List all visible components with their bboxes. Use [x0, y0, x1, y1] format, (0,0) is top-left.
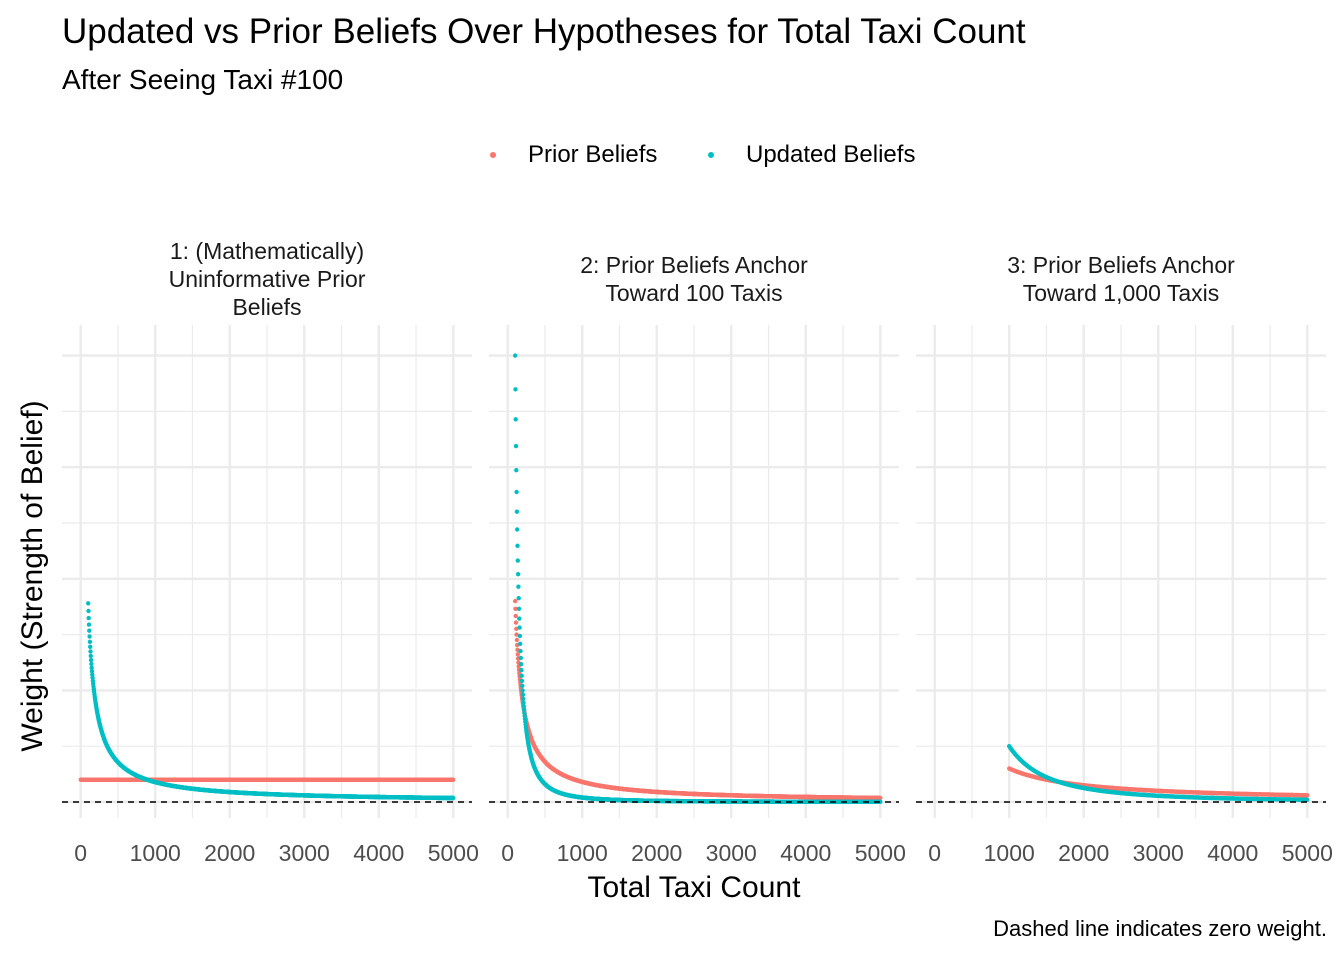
- data-point: [514, 468, 519, 473]
- data-point: [515, 558, 520, 563]
- data-point: [513, 387, 518, 392]
- data-point: [520, 688, 525, 693]
- data-point: [514, 637, 520, 643]
- x-tick-label: 1000: [130, 840, 181, 866]
- data-point: [87, 628, 92, 633]
- data-point: [451, 795, 456, 801]
- x-tick-label: 0: [501, 840, 514, 866]
- x-tick-label: 5000: [428, 840, 479, 866]
- x-tick-label: 2000: [204, 840, 255, 866]
- x-tick-label: 1000: [557, 840, 608, 866]
- legend-label-prior: Prior Beliefs: [528, 141, 658, 168]
- data-point: [513, 443, 519, 449]
- chart-subtitle: After Seeing Taxi #100: [62, 64, 344, 95]
- data-point: [516, 606, 522, 611]
- data-point: [515, 572, 521, 577]
- data-point: [878, 795, 883, 801]
- data-point: [517, 625, 522, 630]
- data-point: [517, 616, 522, 621]
- data-point: [520, 692, 526, 697]
- data-point: [516, 584, 521, 589]
- series-prior: [78, 777, 456, 782]
- data-point: [86, 615, 91, 621]
- data-point: [86, 608, 91, 614]
- data-point: [521, 696, 526, 701]
- data-point: [517, 633, 523, 639]
- chart-title: Updated vs Prior Beliefs Over Hypotheses…: [62, 12, 1026, 51]
- data-point: [518, 655, 523, 661]
- data-point: [516, 596, 521, 601]
- y-axis-title: Weight (Strength of Belief): [16, 400, 49, 751]
- data-point: [513, 613, 518, 619]
- data-point: [89, 661, 94, 667]
- x-tick-label: 4000: [353, 840, 404, 866]
- data-point: [518, 641, 523, 646]
- legend-item-updated: Updated Beliefs: [708, 138, 915, 172]
- series-prior: [513, 598, 883, 801]
- facet-strip-2: 2: Prior Beliefs Anchor Toward 100 Taxis: [580, 252, 808, 306]
- legend-key-prior: [490, 152, 496, 158]
- data-point: [88, 657, 94, 663]
- facet-strip-3: 3: Prior Beliefs Anchor Toward 1,000 Tax…: [1007, 252, 1235, 306]
- x-tick-label: 0: [74, 840, 87, 866]
- data-point: [518, 662, 524, 667]
- data-point: [88, 649, 93, 654]
- x-tick-label: 3000: [279, 840, 330, 866]
- data-point: [89, 665, 94, 670]
- x-tick-label: 3000: [706, 840, 757, 866]
- data-point: [89, 669, 95, 674]
- series-updated: [86, 601, 456, 801]
- legend-key-updated: [708, 152, 714, 158]
- data-point: [515, 527, 520, 532]
- facet-strip-1: 1: (Mathematically) Uninformative Prior …: [168, 238, 366, 320]
- data-point: [87, 639, 93, 644]
- data-point: [513, 620, 519, 625]
- data-point: [86, 601, 91, 606]
- x-tick-label: 4000: [780, 840, 831, 866]
- x-axis-title: Total Taxi Count: [588, 871, 802, 904]
- data-point: [514, 509, 520, 514]
- facet-panel-2: 0 1000 2000 3000 4000 5000: [489, 325, 906, 866]
- data-point: [86, 622, 92, 627]
- data-point: [513, 417, 518, 422]
- data-point: [518, 648, 523, 654]
- legend: Prior Beliefs Updated Beliefs: [0, 138, 1344, 172]
- data-point: [519, 667, 524, 673]
- data-point: [513, 598, 518, 604]
- data-point: [450, 777, 456, 782]
- data-point: [88, 653, 94, 659]
- data-point: [88, 644, 93, 649]
- x-tick-label: 2000: [631, 840, 682, 866]
- data-point: [520, 683, 525, 688]
- data-point: [513, 353, 518, 358]
- data-point: [519, 673, 524, 678]
- data-point: [519, 678, 525, 684]
- data-point: [87, 634, 92, 639]
- x-tick-label: 5000: [855, 840, 906, 866]
- facet-panel-1: 0 1000 2000 3000 4000 5000: [62, 325, 479, 866]
- legend-label-updated: Updated Beliefs: [746, 141, 916, 168]
- data-point: [515, 543, 520, 548]
- legend-item-prior: Prior Beliefs: [490, 138, 657, 172]
- data-point: [514, 489, 519, 495]
